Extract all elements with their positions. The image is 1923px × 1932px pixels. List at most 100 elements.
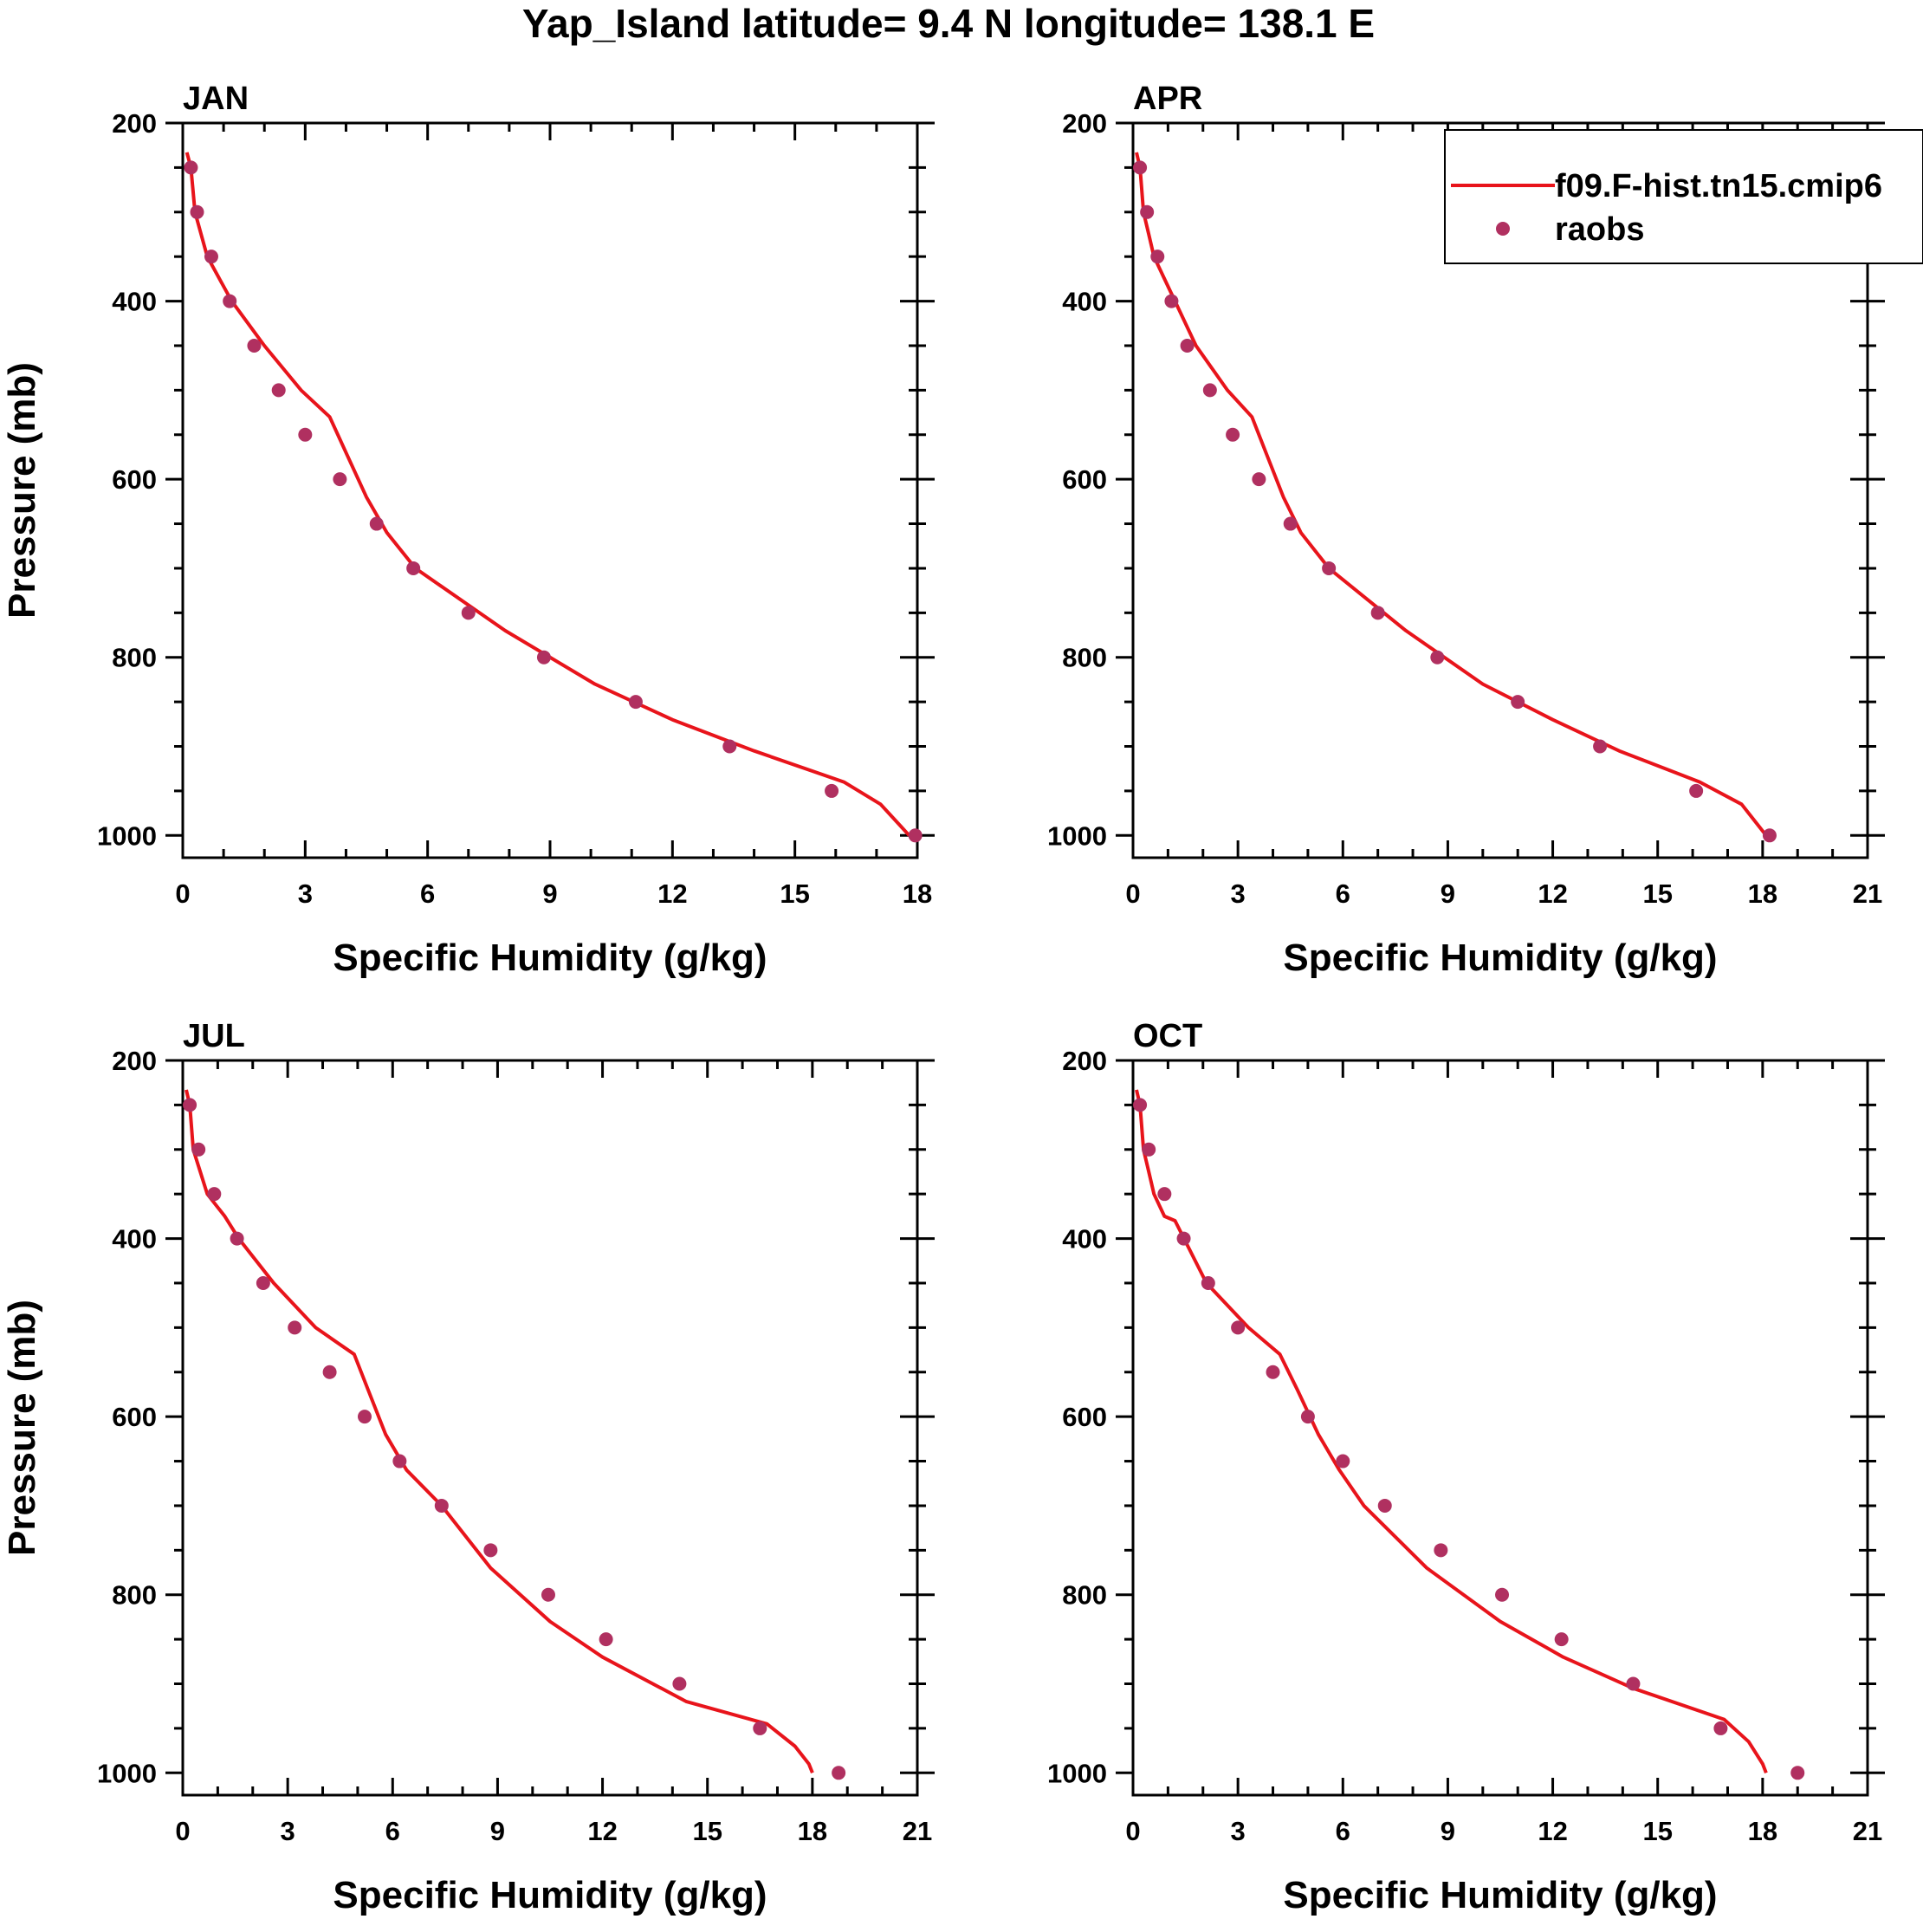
- raobs-point: [1511, 695, 1525, 710]
- raobs-point: [599, 1632, 613, 1647]
- x-tick-label: 12: [657, 878, 687, 909]
- y-tick-label: 1000: [97, 820, 157, 851]
- raobs-point: [753, 1721, 767, 1735]
- raobs-point: [392, 1454, 407, 1468]
- x-tick-label: 6: [420, 878, 435, 909]
- legend-box: [1444, 129, 1923, 264]
- y-tick-label: 600: [1062, 464, 1107, 495]
- raobs-point: [288, 1320, 302, 1335]
- raobs-point: [536, 650, 551, 665]
- raobs-point: [1377, 1498, 1392, 1513]
- raobs-point: [322, 1365, 337, 1379]
- raobs-point: [271, 383, 286, 398]
- raobs-point: [832, 1766, 846, 1780]
- y-tick-label: 600: [112, 464, 157, 495]
- legend-dot-marker: [1496, 222, 1510, 236]
- panel-oct: OCT 0 3 6 9 12 15 18 21 200 400 600 800 1000 Specific …: [1047, 1018, 1885, 1916]
- raobs-point: [1790, 1766, 1805, 1780]
- y-tick-label: 400: [112, 287, 157, 317]
- x-tick-label: 0: [175, 1816, 190, 1846]
- raobs-point: [1202, 383, 1217, 398]
- raobs-point: [1762, 828, 1777, 843]
- raobs-point: [298, 427, 313, 442]
- figure-title: Yap_Island latitude= 9.4 N longitude= 13…: [522, 1, 1375, 46]
- raobs-point: [207, 1187, 222, 1202]
- raobs-point: [1231, 1320, 1246, 1335]
- panel-title: JUL: [183, 1018, 245, 1054]
- raobs-point: [1430, 650, 1445, 665]
- raobs-point: [434, 1498, 449, 1513]
- raobs-point: [483, 1543, 498, 1558]
- model-line: [185, 1089, 814, 1774]
- raobs-point: [230, 1231, 244, 1246]
- x-tick-label: 18: [903, 878, 932, 909]
- raobs-point: [1266, 1365, 1280, 1379]
- raobs-point: [1495, 1587, 1510, 1602]
- x-tick-label: 12: [587, 1816, 617, 1846]
- plot-frame: [181, 121, 919, 859]
- plot-frame: [1131, 1059, 1869, 1797]
- legend: f09.F-hist.tn15.cmip6 raobs: [1444, 129, 1923, 264]
- x-tick-label: 0: [175, 878, 190, 909]
- y-tick-label: 600: [112, 1402, 157, 1432]
- raobs-point: [1201, 1275, 1215, 1290]
- raobs-point: [722, 739, 737, 754]
- raobs-point: [183, 1098, 197, 1112]
- raobs-point: [204, 250, 218, 264]
- x-tick-label: 18: [1748, 1816, 1777, 1846]
- raobs-point: [672, 1676, 687, 1691]
- raobs-point: [1689, 783, 1704, 798]
- panels: JAN 0 3 6 9 12 15 18 200 400 600 800 1000 Specific Hu…: [1, 81, 1885, 1916]
- raobs-point: [1157, 1187, 1172, 1202]
- x-tick-label: 18: [1748, 878, 1777, 909]
- y-axis-label: Pressure (mb): [1, 362, 43, 619]
- raobs-point: [1626, 1676, 1641, 1691]
- y-tick-label: 200: [112, 1046, 157, 1076]
- x-tick-label: 9: [1441, 1816, 1455, 1846]
- x-tick-label: 9: [490, 1816, 505, 1846]
- x-axis-label: Specific Humidity (g/kg): [333, 937, 767, 979]
- raobs-point: [369, 516, 384, 531]
- panel-title: APR: [1133, 81, 1202, 117]
- raobs-point: [1176, 1231, 1191, 1246]
- y-axis-label: Pressure (mb): [1, 1300, 43, 1556]
- raobs-point: [1300, 1410, 1315, 1424]
- raobs-point: [223, 294, 237, 308]
- plot-frame: [181, 1059, 919, 1797]
- raobs-point: [908, 828, 923, 843]
- raobs-point: [1593, 739, 1608, 754]
- raobs-point: [184, 160, 198, 175]
- raobs-point: [1554, 1632, 1569, 1647]
- raobs-point: [1336, 1454, 1350, 1468]
- x-tick-label: 3: [1231, 878, 1246, 909]
- raobs-point: [1150, 250, 1165, 264]
- plot-frame: [1131, 121, 1869, 859]
- y-tick-label: 600: [1062, 1402, 1107, 1432]
- legend-label-obs: raobs: [1555, 211, 1644, 248]
- x-tick-label: 15: [780, 878, 809, 909]
- x-tick-label: 15: [692, 1816, 722, 1846]
- raobs-point: [1164, 294, 1179, 308]
- panel-title: JAN: [183, 81, 249, 117]
- model-line: [1135, 1089, 1768, 1774]
- x-tick-label: 18: [798, 1816, 827, 1846]
- raobs-point: [1434, 1543, 1448, 1558]
- x-tick-label: 15: [1642, 1816, 1672, 1846]
- x-tick-label: 21: [1853, 1816, 1882, 1846]
- raobs-point: [1322, 561, 1337, 575]
- legend-label-model: f09.F-hist.tn15.cmip6: [1555, 168, 1882, 204]
- x-axis-label: Specific Humidity (g/kg): [1283, 937, 1717, 979]
- x-tick-label: 21: [1853, 878, 1882, 909]
- panel-jan: JAN 0 3 6 9 12 15 18 200 400 600 800 1000 Specific Hu…: [1, 81, 935, 979]
- panel-apr: APR 0 3 6 9 12 15 18 21 200 400 600 800 1000 Specific …: [1047, 81, 1885, 979]
- panel-jul: JUL 0 3 6 9 12 15 18 21 200 400 600 800 1000 Specific …: [1, 1018, 935, 1916]
- y-tick-label: 1000: [97, 1758, 157, 1788]
- raobs-point: [333, 472, 347, 487]
- raobs-point: [191, 1142, 206, 1157]
- raobs-point: [1180, 338, 1195, 353]
- x-tick-label: 9: [542, 878, 557, 909]
- y-tick-label: 800: [1062, 643, 1107, 673]
- panel-title: OCT: [1133, 1018, 1202, 1054]
- y-tick-label: 1000: [1047, 820, 1107, 851]
